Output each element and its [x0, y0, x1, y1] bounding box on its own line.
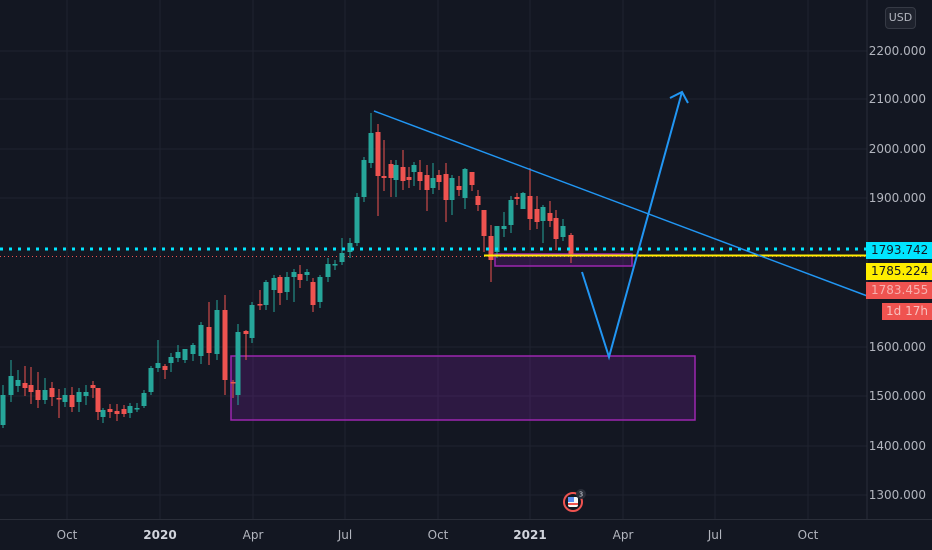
bar-countdown-tag: 1d 17h	[882, 303, 932, 320]
zone-rectangle[interactable]	[230, 355, 696, 421]
price-tick-label: 1900.000	[868, 191, 926, 205]
projection-path[interactable]	[581, 91, 683, 361]
price-tick-label: 1400.000	[868, 439, 926, 453]
grid-lines	[0, 0, 867, 520]
price-tick-label: 1500.000	[868, 389, 926, 403]
candlesticks	[0, 113, 574, 428]
currency-button[interactable]: USD	[885, 7, 916, 29]
time-tick-label: Oct	[797, 528, 819, 542]
price-tick-label: 1600.000	[868, 340, 926, 354]
drawing-annotations[interactable]	[373, 90, 871, 361]
cyan-level-price-tag: 1793.742	[866, 242, 932, 259]
descending-trendline[interactable]	[373, 110, 871, 298]
time-tick-label: 2021	[513, 528, 547, 542]
arrow-head-icon	[669, 90, 689, 104]
time-tick-label: Oct	[56, 528, 78, 542]
economic-events-icon[interactable]: 3	[562, 489, 586, 513]
events-count: 3	[579, 491, 583, 499]
time-tick-label: 2020	[143, 528, 177, 542]
time-tick-label: Jul	[707, 528, 723, 542]
time-tick-label: Jul	[337, 528, 353, 542]
time-tick-label: Oct	[427, 528, 449, 542]
zone-rectangle[interactable]	[494, 253, 633, 267]
price-tick-label: 1300.000	[868, 488, 926, 502]
zone-rectangles[interactable]	[230, 253, 696, 421]
time-tick-label: Apr	[242, 528, 264, 542]
price-tick-label: 2200.000	[868, 44, 926, 58]
price-tick-label: 2100.000	[868, 92, 926, 106]
time-tick-label: Apr	[612, 528, 634, 542]
price-tick-label: 2000.000	[868, 142, 926, 156]
last-price-tag: 1783.455	[866, 282, 932, 299]
yellow-level-price-tag: 1785.224	[866, 263, 932, 280]
